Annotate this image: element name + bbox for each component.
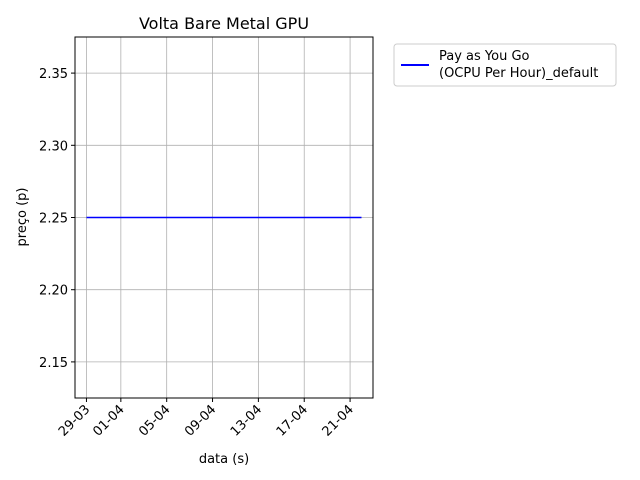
legend: Pay as You Go (OCPU Per Hour)_default: [393, 43, 617, 87]
y-axis-label: preço (p): [15, 188, 30, 247]
x-tick-label: 13-04: [228, 402, 265, 439]
y-axis-ticks: 2.15 2.20 2.25 2.30 2.35: [39, 67, 75, 371]
y-tick-label: 2.20: [39, 284, 68, 299]
legend-label-line2: (OCPU Per Hour)_default: [439, 66, 598, 81]
x-axis-label: data (s): [199, 452, 249, 467]
y-tick-label: 2.35: [39, 67, 68, 82]
x-tick-label: 29-03: [56, 402, 93, 439]
x-tick-label: 09-04: [182, 402, 219, 439]
y-tick-label: 2.15: [39, 356, 68, 371]
chart-title: Volta Bare Metal GPU: [139, 14, 309, 33]
x-tick-label: 17-04: [274, 402, 311, 439]
x-tick-label: 05-04: [136, 402, 173, 439]
y-tick-label: 2.25: [39, 212, 68, 227]
legend-box: [393, 43, 617, 87]
x-tick-label: 21-04: [320, 402, 357, 439]
legend-label-line1: Pay as You Go: [439, 49, 530, 64]
x-tick-label: 01-04: [90, 402, 127, 439]
y-tick-label: 2.30: [39, 139, 68, 154]
